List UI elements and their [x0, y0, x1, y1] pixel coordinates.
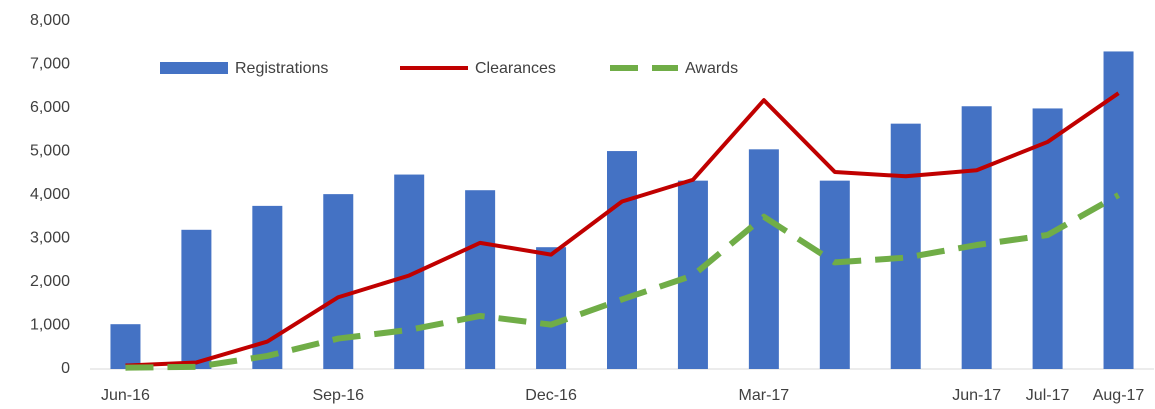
legend-label: Registrations: [235, 60, 328, 77]
bar: [181, 229, 212, 369]
x-tick-label: Dec-16: [525, 387, 577, 404]
bar: [1103, 51, 1134, 369]
bar: [110, 324, 141, 369]
y-tick-label: 0: [61, 360, 70, 377]
y-tick-label: 2,000: [30, 273, 70, 290]
y-tick-label: 3,000: [30, 230, 70, 247]
bar: [1032, 108, 1063, 369]
line-series: [125, 91, 1120, 368]
x-tick-label: Jun-17: [952, 387, 1001, 404]
x-tick-label: Jul-17: [1026, 387, 1070, 404]
x-tick-label: Jun-16: [101, 387, 150, 404]
bar: [819, 180, 850, 369]
x-tick-label: Sep-16: [312, 387, 364, 404]
legend-label: Awards: [685, 60, 738, 77]
bar: [890, 123, 921, 369]
bar: [465, 190, 496, 369]
y-tick-label: 4,000: [30, 186, 70, 203]
y-tick-label: 1,000: [30, 317, 70, 334]
y-tick-label: 7,000: [30, 56, 70, 73]
x-tick-label: Mar-17: [739, 387, 790, 404]
y-tick-label: 6,000: [30, 99, 70, 116]
legend-label: Clearances: [475, 60, 556, 77]
bar: [607, 151, 637, 369]
bar: [677, 180, 708, 369]
legend-key: [160, 62, 228, 74]
y-tick-label: 8,000: [30, 12, 70, 29]
line-series: [125, 192, 1121, 371]
y-tick-label: 5,000: [30, 143, 70, 160]
bar: [536, 247, 567, 369]
bar: [323, 194, 354, 369]
x-tick-label: Aug-17: [1093, 387, 1145, 404]
bar: [748, 149, 779, 369]
bar: [961, 106, 992, 369]
